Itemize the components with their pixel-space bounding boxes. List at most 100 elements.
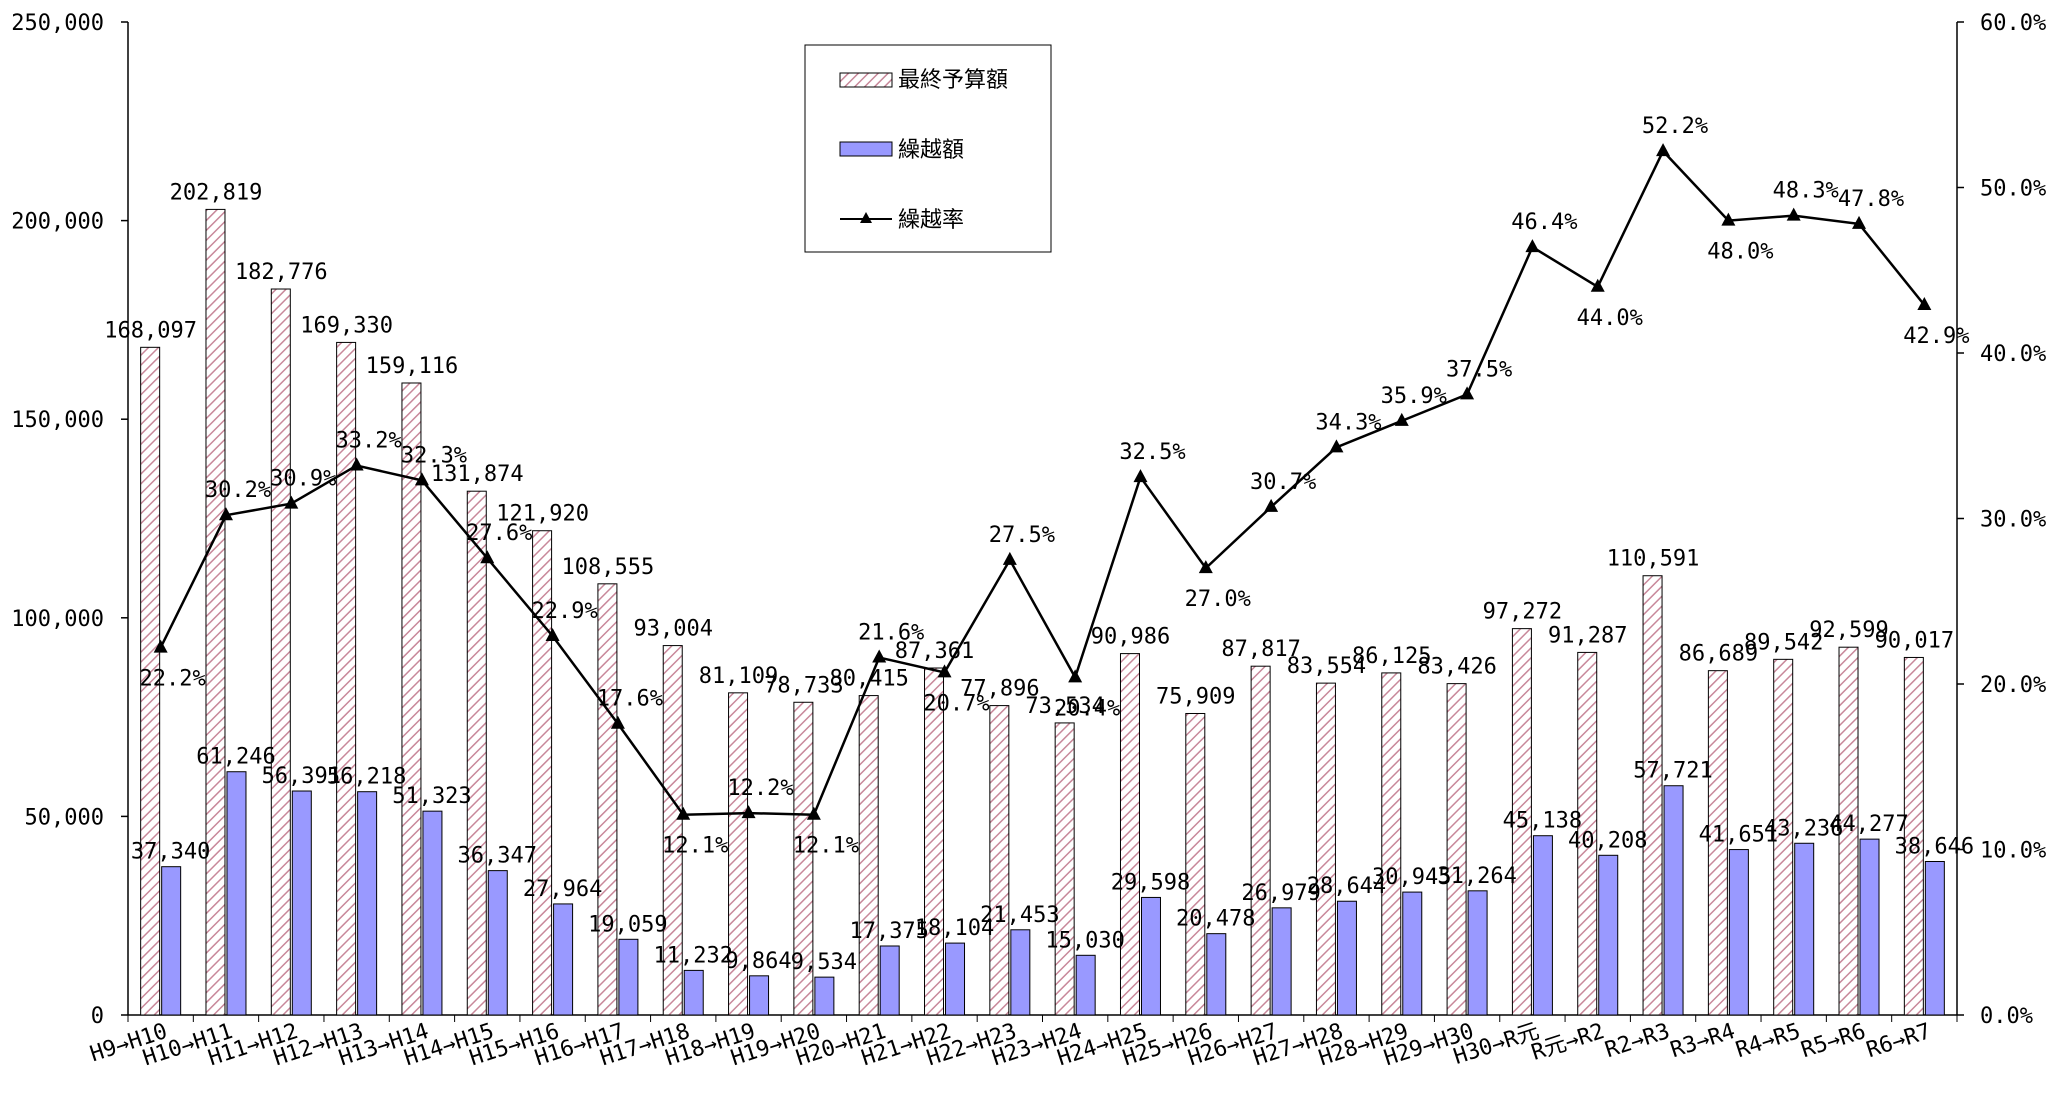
rate-label: 37.5% <box>1446 357 1512 382</box>
carryover-bar <box>1467 890 1488 1016</box>
budget-label: 89,542 <box>1744 630 1823 655</box>
rate-label: 32.5% <box>1119 440 1185 465</box>
carryover-bar <box>1075 954 1096 1016</box>
carryover-bar <box>291 790 312 1016</box>
budget-bar <box>1838 646 1859 1016</box>
left-axis-tick-label: 0 <box>91 1004 104 1029</box>
legend: 最終予算額 繰越額 繰越率 <box>804 44 1052 253</box>
right-axis-tick-label: 0.0% <box>1980 1004 2033 1029</box>
carryover-label: 18,104 <box>915 916 994 941</box>
budget-label: 169,330 <box>300 313 393 338</box>
rate-marker <box>1133 469 1148 483</box>
rate-marker <box>218 507 233 521</box>
budget-label: 92,599 <box>1809 618 1888 643</box>
budget-label: 78,733 <box>764 673 843 698</box>
rate-label: 20.4% <box>1054 696 1120 721</box>
rate-marker <box>1068 669 1083 683</box>
x-axis-tick-label: R5→R6 <box>1798 1019 1869 1063</box>
budget-label: 77,896 <box>960 677 1039 702</box>
carryover-bar <box>1010 929 1031 1016</box>
legend-swatch-budget <box>839 72 893 88</box>
rate-label: 35.9% <box>1381 384 1447 409</box>
carryover-bar <box>879 945 900 1016</box>
budget-label: 108,555 <box>562 555 655 580</box>
budget-bar <box>205 208 226 1016</box>
carryover-bar <box>422 810 443 1016</box>
rate-label: 12.2% <box>727 776 793 801</box>
rate-label: 12.1% <box>793 834 859 859</box>
right-axis-tick-label: 40.0% <box>1980 342 2046 367</box>
rate-label: 32.3% <box>401 443 467 468</box>
carryover-bar <box>749 975 770 1016</box>
rate-marker <box>1264 498 1279 512</box>
rate-marker <box>937 664 952 678</box>
rate-label: 21.6% <box>858 621 924 646</box>
rate-label: 20.7% <box>923 691 989 716</box>
rate-label: 12.1% <box>662 834 728 859</box>
rate-marker <box>872 649 887 663</box>
left-axis-tick-label: 200,000 <box>11 210 104 235</box>
rate-marker <box>1460 386 1475 400</box>
carryover-label: 26,979 <box>1241 881 1320 906</box>
rate-label: 48.0% <box>1707 240 1773 265</box>
rate-marker <box>1917 297 1932 311</box>
budget-bar <box>1119 653 1140 1016</box>
legend-label-rate: 繰越率 <box>898 208 964 233</box>
budget-bar <box>858 695 879 1016</box>
legend-label-budget: 最終予算額 <box>898 68 1008 93</box>
budget-bar <box>1511 628 1532 1016</box>
rate-label: 46.4% <box>1511 210 1577 235</box>
carryover-label: 57,721 <box>1633 759 1712 784</box>
carryover-bar <box>1728 849 1749 1016</box>
x-axis-tick-label: R3→R4 <box>1668 1019 1739 1063</box>
rate-marker <box>284 495 299 509</box>
carryover-label: 61,246 <box>196 745 275 770</box>
carryover-bar <box>487 870 508 1016</box>
carryover-bar <box>1336 900 1357 1016</box>
carryover-bar <box>1924 860 1945 1016</box>
carryover-bar <box>357 791 378 1016</box>
rate-line <box>159 148 1926 817</box>
rate-marker <box>806 806 821 820</box>
carryover-label: 56,218 <box>327 765 406 790</box>
budget-label: 97,272 <box>1483 600 1562 625</box>
rate-marker <box>1721 212 1736 226</box>
rate-line-layer <box>153 143 1932 820</box>
rate-label: 47.8% <box>1838 187 1904 212</box>
budget-label: 75,909 <box>1156 684 1235 709</box>
data-labels: 168,097 202,819 182,776 169,330 159,116 131,8… <box>104 114 1974 975</box>
carryover-bar <box>1140 896 1161 1016</box>
budget-label: 90,017 <box>1875 628 1954 653</box>
rate-label: 30.9% <box>270 467 336 492</box>
rate-marker <box>545 628 560 642</box>
budget-bar <box>1185 712 1206 1016</box>
budget-bar <box>466 490 487 1016</box>
carryover-label: 45,138 <box>1503 809 1582 834</box>
budget-bar <box>401 382 422 1016</box>
budget-bar <box>1903 656 1924 1016</box>
carryover-bar <box>1598 854 1619 1016</box>
x-axis-tick-label: R2→R3 <box>1602 1019 1673 1063</box>
rate-label: 27.0% <box>1185 587 1251 612</box>
carryover-bar <box>1402 891 1423 1016</box>
rate-label: 22.2% <box>140 667 206 692</box>
left-axis-tick-label: 150,000 <box>11 408 104 433</box>
budget-label: 87,361 <box>895 639 974 664</box>
carryover-bar <box>226 771 247 1016</box>
right-axis-tick-label: 20.0% <box>1980 673 2046 698</box>
budget-label: 83,426 <box>1417 655 1496 680</box>
rate-marker <box>349 457 364 471</box>
right-axis-tick-label: 50.0% <box>1980 177 2046 202</box>
rate-label: 44.0% <box>1577 306 1643 331</box>
budget-label: 80,415 <box>829 667 908 692</box>
rate-label: 52.2% <box>1642 114 1708 139</box>
rate-label: 42.9% <box>1903 324 1969 349</box>
budget-label: 73,534 <box>1025 694 1104 719</box>
carryover-label: 15,030 <box>1045 928 1124 953</box>
budget-label: 159,116 <box>366 354 459 379</box>
carryover-bar <box>1532 835 1553 1016</box>
carryover-bar <box>683 969 704 1016</box>
rate-marker <box>1786 207 1801 221</box>
rate-label: 33.2% <box>336 429 402 454</box>
rate-marker <box>414 472 429 486</box>
